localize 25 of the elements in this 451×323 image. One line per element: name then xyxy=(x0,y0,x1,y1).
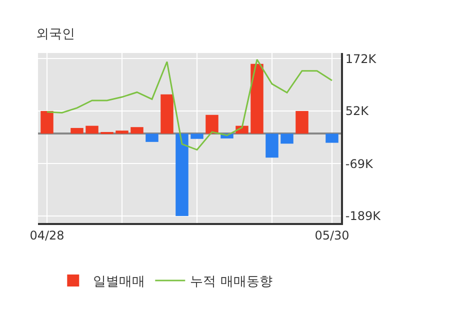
legend-label: 누적 매매동향 xyxy=(190,274,272,290)
y-tick-label: 172K xyxy=(345,52,378,66)
y-tick-label: -69K xyxy=(345,156,374,171)
bar xyxy=(190,134,204,139)
bar xyxy=(70,128,84,134)
bar xyxy=(160,94,174,134)
y-tick-label: 52K xyxy=(345,104,370,118)
chart-title: 외국인 xyxy=(36,27,76,42)
bar xyxy=(250,64,264,134)
x-tick-label: 04/28 xyxy=(30,228,64,242)
bar xyxy=(280,134,294,144)
bar xyxy=(326,134,338,143)
y-tick-label: -189K xyxy=(345,209,382,224)
bar xyxy=(86,126,98,134)
legend-label: 일별매매 xyxy=(93,274,146,290)
x-tick-label: 05/30 xyxy=(314,228,350,242)
bar xyxy=(206,114,218,134)
bar xyxy=(116,130,128,134)
bar xyxy=(146,134,158,142)
line-series xyxy=(46,58,333,151)
bar xyxy=(176,134,188,216)
bar xyxy=(296,110,308,134)
bar xyxy=(130,127,144,134)
bar xyxy=(40,110,54,134)
bar xyxy=(266,134,278,158)
